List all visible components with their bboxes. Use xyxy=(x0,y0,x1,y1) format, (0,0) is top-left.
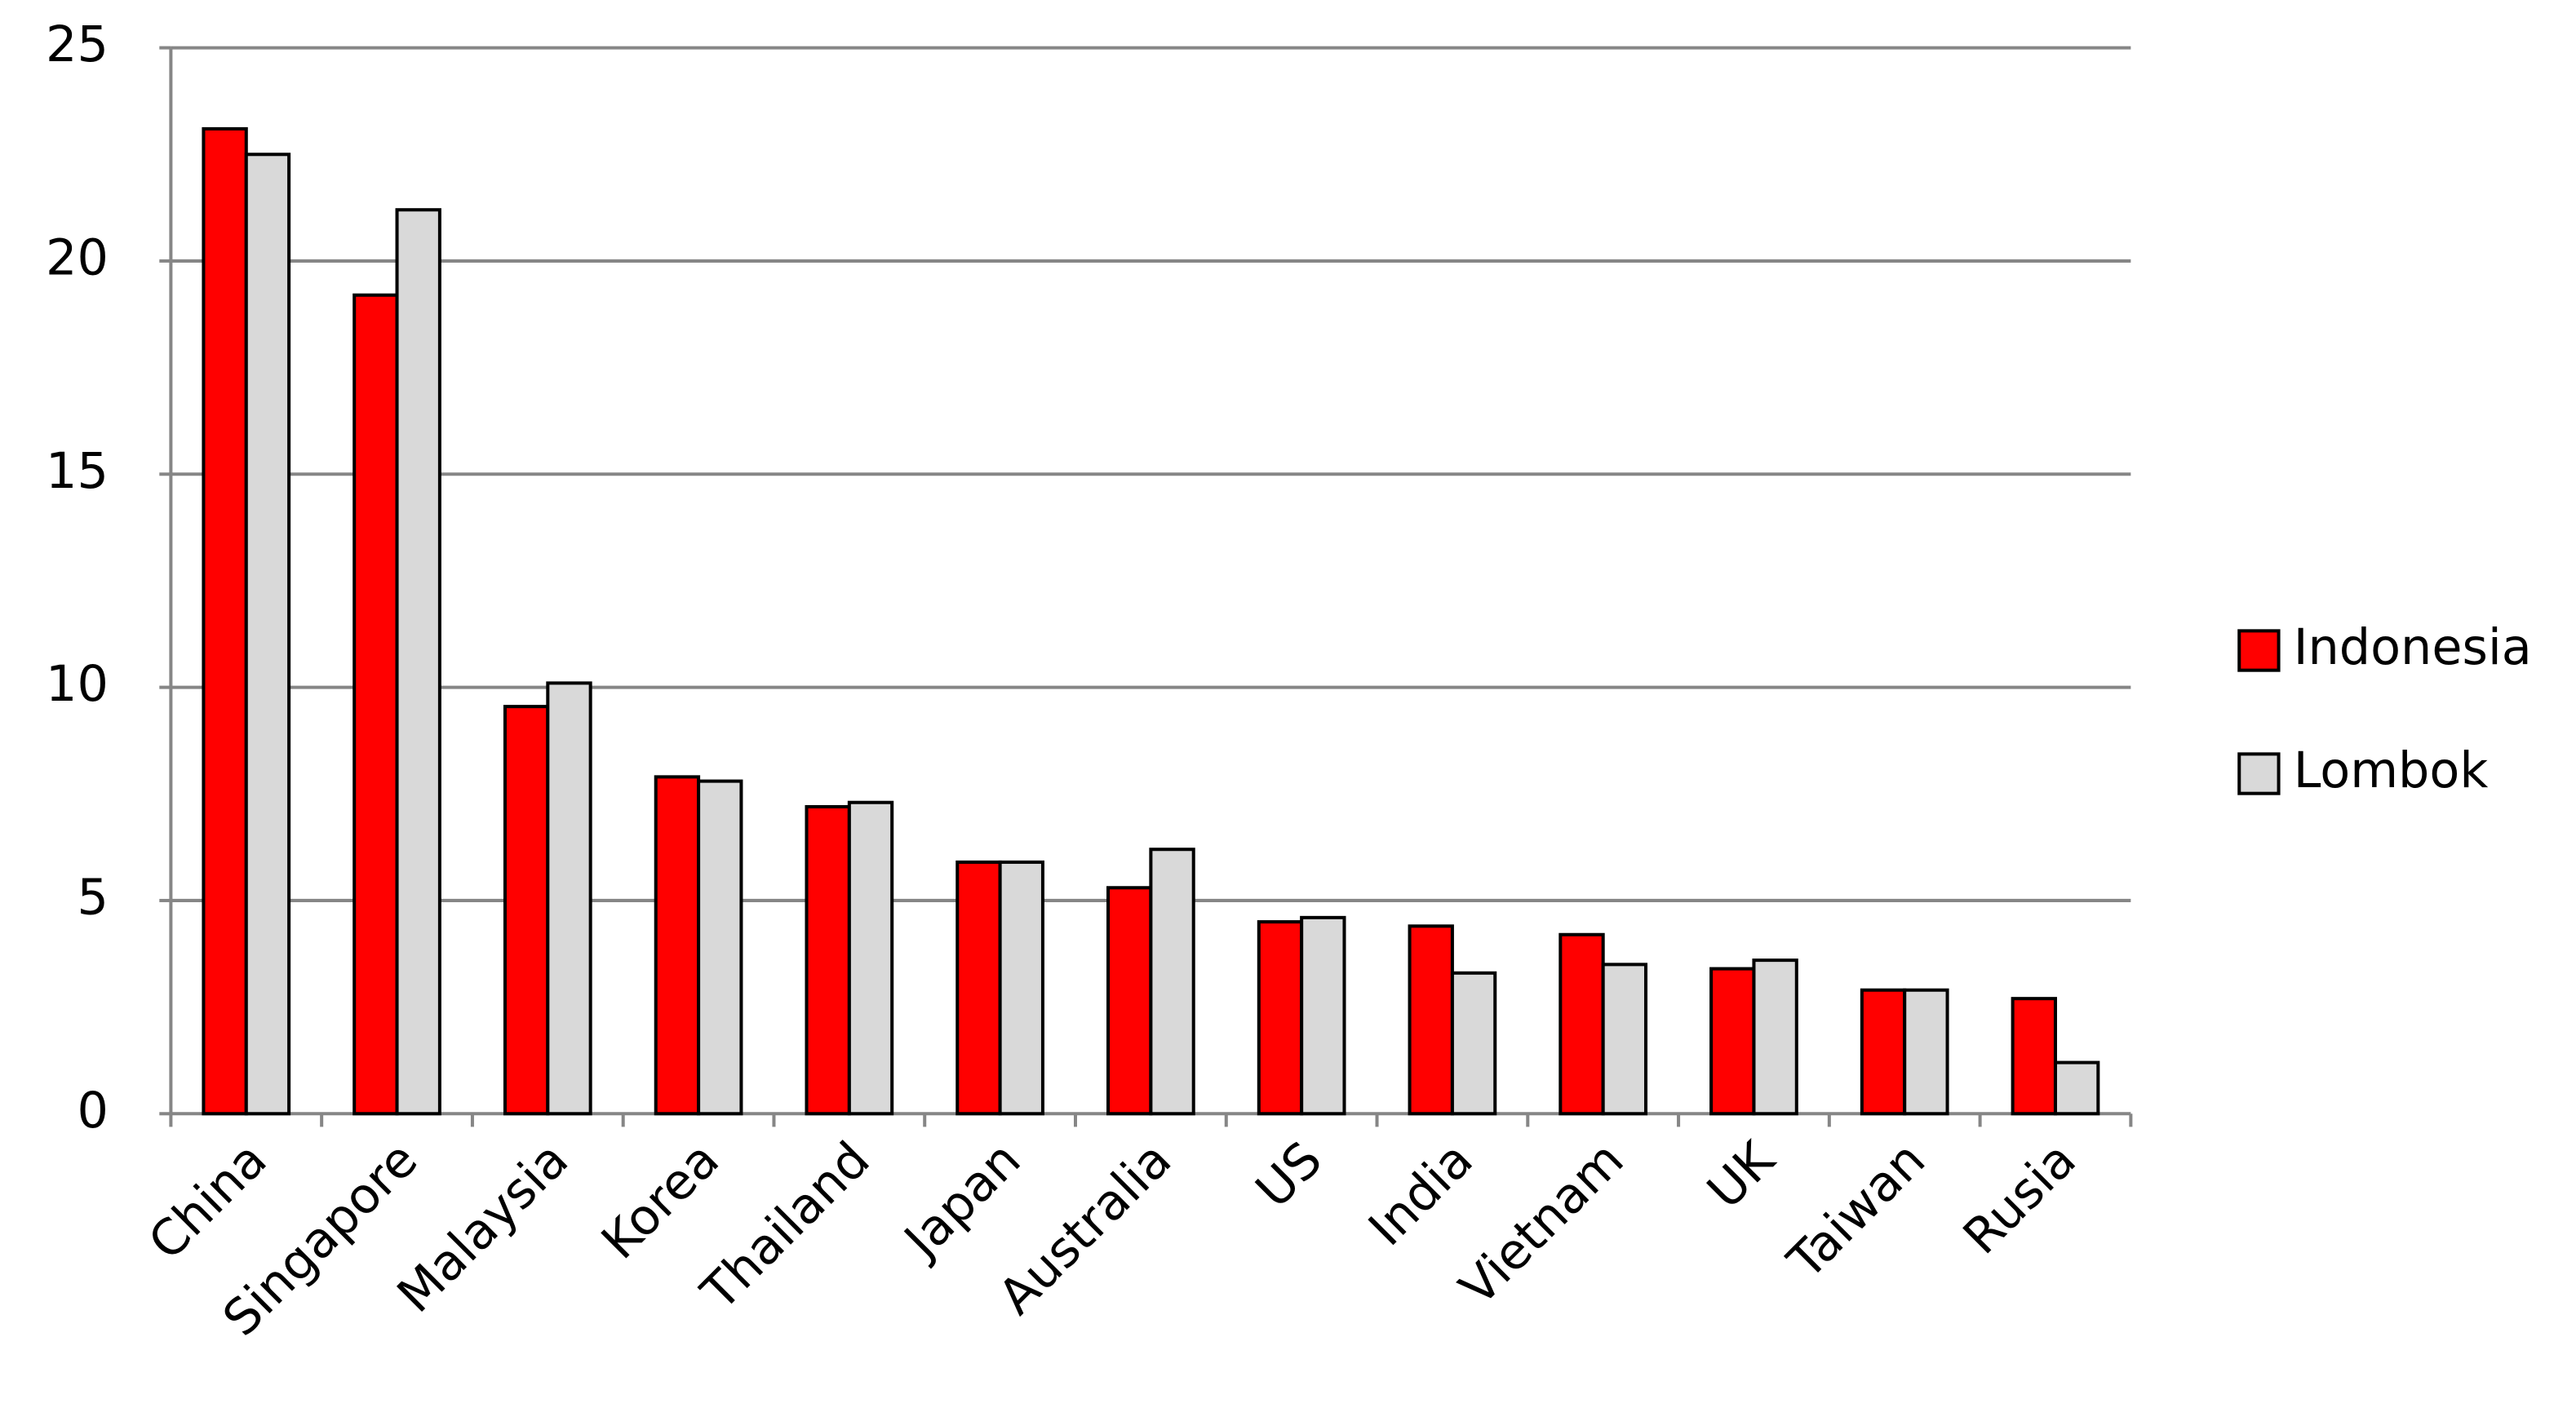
bar xyxy=(998,860,1044,1116)
legend-label: Lombok xyxy=(2294,742,2489,799)
legend-label: Indonesia xyxy=(2294,619,2532,676)
bar xyxy=(1408,924,1454,1116)
bar xyxy=(2011,997,2058,1116)
bar xyxy=(1257,920,1304,1116)
y-tick-label: 15 xyxy=(46,443,109,500)
bar xyxy=(2053,1060,2100,1116)
bar xyxy=(654,775,701,1116)
x-tick-label: Rusia xyxy=(1953,1131,2087,1266)
x-tick-label: US xyxy=(1245,1131,1333,1220)
bar xyxy=(1903,988,1949,1116)
y-tick-label: 20 xyxy=(46,230,109,287)
bar xyxy=(1558,932,1605,1116)
y-tick-label: 25 xyxy=(46,16,109,73)
bar xyxy=(805,804,851,1116)
bar xyxy=(1709,967,1756,1116)
y-tick-label: 5 xyxy=(77,870,108,927)
bar xyxy=(244,153,291,1116)
bar xyxy=(202,126,248,1116)
bar xyxy=(697,779,743,1116)
bar xyxy=(352,293,399,1116)
x-tick-label: India xyxy=(1358,1131,1483,1257)
bar xyxy=(1860,988,1907,1116)
bar xyxy=(1149,848,1195,1116)
bar xyxy=(847,800,894,1116)
bar xyxy=(1300,915,1346,1116)
x-tick-label: China xyxy=(138,1131,277,1271)
bar xyxy=(1450,971,1497,1116)
y-tick-label: 0 xyxy=(77,1082,108,1140)
x-tick-label: Vietnam xyxy=(1449,1131,1634,1317)
x-tick-label: Japan xyxy=(892,1131,1031,1271)
y-tick-label: 10 xyxy=(46,656,109,713)
x-tick-label: Korea xyxy=(591,1131,730,1271)
bar xyxy=(1752,958,1798,1116)
legend-swatch xyxy=(2237,752,2281,795)
bar xyxy=(1601,963,1648,1116)
bar xyxy=(955,860,1002,1116)
bar xyxy=(503,705,550,1116)
x-tick-label: UK xyxy=(1696,1131,1786,1220)
bar xyxy=(546,681,592,1116)
legend-swatch xyxy=(2237,629,2281,672)
x-tick-label: Taiwan xyxy=(1777,1131,1936,1290)
bar xyxy=(395,208,441,1116)
bar xyxy=(1106,886,1153,1116)
